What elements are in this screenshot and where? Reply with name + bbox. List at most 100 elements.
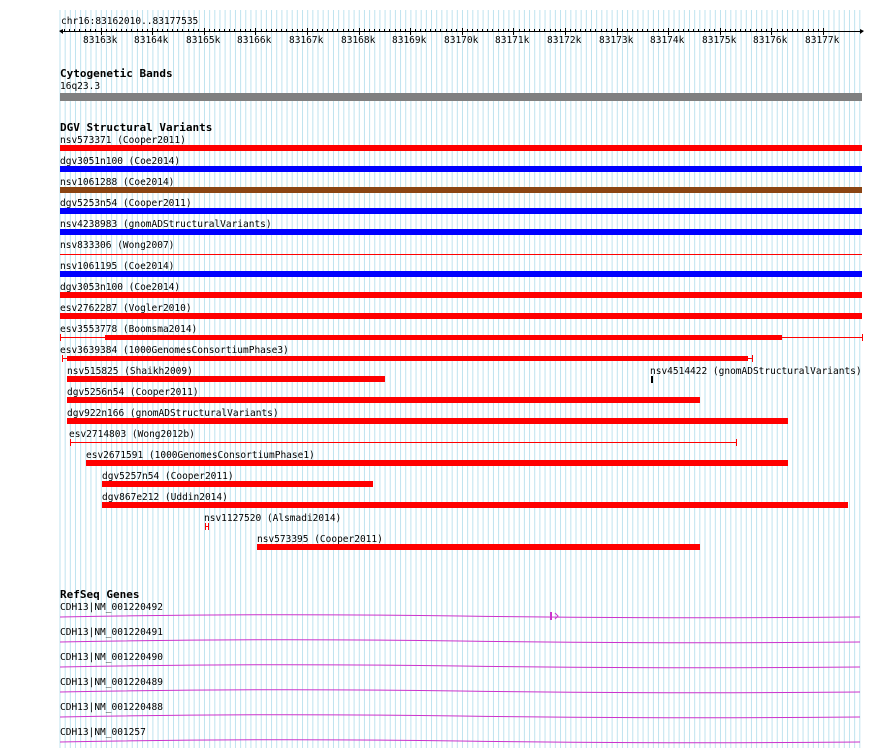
ruler-minor-tick bbox=[622, 29, 623, 32]
ruler-minor-tick bbox=[374, 29, 375, 32]
dgv-feature-label: nsv1127520 (Alsmadi2014) bbox=[204, 513, 342, 524]
dgv-feature-start-cap bbox=[70, 439, 71, 446]
ruler-minor-tick bbox=[286, 29, 287, 32]
ruler-minor-tick bbox=[69, 29, 70, 32]
ruler-minor-tick bbox=[209, 29, 210, 32]
ruler-right-arrow-icon bbox=[860, 29, 864, 34]
ruler-minor-tick bbox=[534, 29, 535, 32]
ruler-minor-tick bbox=[405, 29, 406, 32]
ruler-minor-tick bbox=[580, 29, 581, 32]
refseq-intron-line bbox=[59, 664, 861, 669]
strand-chevron-icon bbox=[554, 612, 559, 620]
dgv-feature-line bbox=[70, 442, 736, 443]
dgv-feature-label: nsv1061288 (Coe2014) bbox=[60, 177, 175, 188]
ruler-tick-label: 83172k bbox=[547, 35, 582, 46]
ruler-minor-tick bbox=[642, 29, 643, 32]
dgv-feature-end-cap bbox=[752, 355, 753, 362]
ruler-minor-tick bbox=[750, 29, 751, 32]
ruler-minor-tick bbox=[477, 29, 478, 32]
ruler-minor-tick bbox=[379, 29, 380, 32]
dgv-feature-line bbox=[60, 254, 862, 255]
ruler-minor-tick bbox=[245, 29, 246, 32]
dgv-feature-bar bbox=[60, 166, 862, 172]
ruler-minor-tick bbox=[519, 29, 520, 32]
ruler-minor-tick bbox=[761, 29, 762, 32]
ruler-major-tick bbox=[720, 28, 721, 35]
dgv-feature-label: dgv5256n54 (Cooper2011) bbox=[67, 387, 199, 398]
ruler-minor-tick bbox=[590, 29, 591, 32]
ruler-minor-tick bbox=[730, 29, 731, 32]
cytoband-16q23-3[interactable] bbox=[60, 93, 862, 101]
ruler-minor-tick bbox=[467, 29, 468, 32]
dgv-feature-label: dgv867e212 (Uddin2014) bbox=[102, 492, 228, 503]
ruler-minor-tick bbox=[792, 29, 793, 32]
ruler-minor-tick bbox=[725, 29, 726, 32]
ruler-left-arrow-icon bbox=[59, 29, 63, 34]
ruler-tick-label: 83163k bbox=[83, 35, 118, 46]
refseq-gene-label: CDH13|NM_001220491 bbox=[60, 627, 163, 638]
refseq-intron-line bbox=[59, 714, 861, 719]
dgv-feature-bar bbox=[86, 460, 788, 466]
ruler-minor-tick bbox=[756, 29, 757, 32]
ruler-tick-label: 83168k bbox=[341, 35, 376, 46]
ruler-tick-label: 83169k bbox=[392, 35, 427, 46]
ruler-minor-tick bbox=[415, 29, 416, 32]
dgv-feature-bar bbox=[257, 544, 700, 550]
ruler-tick-label: 83176k bbox=[753, 35, 788, 46]
ruler-minor-tick bbox=[147, 29, 148, 32]
ruler-major-tick bbox=[462, 28, 463, 35]
refseq-gene-label: CDH13|NM_001220488 bbox=[60, 702, 163, 713]
ruler-tick-label: 83174k bbox=[650, 35, 685, 46]
dgv-feature-bar bbox=[60, 187, 862, 193]
ruler-minor-tick bbox=[658, 29, 659, 32]
dgv-feature-label: nsv4514422 (gnomADStructuralVariants) bbox=[650, 366, 862, 377]
ruler-minor-tick bbox=[647, 29, 648, 32]
ruler-major-tick bbox=[255, 28, 256, 35]
dgv-feature-label: esv3553778 (Boomsma2014) bbox=[60, 324, 198, 335]
ruler-major-tick bbox=[101, 28, 102, 35]
ruler-minor-tick bbox=[487, 29, 488, 32]
dgv-feature-bar bbox=[60, 271, 862, 277]
dgv-feature-bar bbox=[67, 418, 788, 424]
ruler-minor-tick bbox=[74, 29, 75, 32]
track-title-refseq: RefSeq Genes bbox=[60, 588, 140, 601]
dgv-feature-label: dgv922n166 (gnomADStructuralVariants) bbox=[67, 408, 279, 419]
dgv-feature-bar bbox=[60, 292, 862, 298]
refseq-gene-label: CDH13|NM_001257 bbox=[60, 727, 146, 738]
ruler-major-tick bbox=[771, 28, 772, 35]
ruler-minor-tick bbox=[766, 29, 767, 32]
ruler-minor-tick bbox=[813, 29, 814, 32]
dgv-feature-end-cap bbox=[736, 439, 737, 446]
dgv-feature-label: nsv573395 (Cooper2011) bbox=[257, 534, 383, 545]
refseq-gene-model bbox=[59, 664, 861, 669]
dgv-feature-end-cap bbox=[862, 334, 863, 341]
ruler-minor-tick bbox=[740, 29, 741, 32]
ruler-major-tick bbox=[565, 28, 566, 35]
refseq-gene-model bbox=[59, 739, 861, 744]
ruler-minor-tick bbox=[632, 29, 633, 32]
ruler-minor-tick bbox=[575, 29, 576, 32]
ruler-minor-tick bbox=[683, 29, 684, 32]
ruler-minor-tick bbox=[435, 29, 436, 32]
ruler-minor-tick bbox=[137, 29, 138, 32]
ruler-minor-tick bbox=[121, 29, 122, 32]
ruler-minor-tick bbox=[348, 29, 349, 32]
ruler-minor-tick bbox=[364, 29, 365, 32]
ruler-minor-tick bbox=[802, 29, 803, 32]
ruler-minor-tick bbox=[570, 29, 571, 32]
ruler-minor-tick bbox=[276, 29, 277, 32]
ruler-minor-tick bbox=[240, 29, 241, 32]
dgv-feature-point bbox=[651, 376, 653, 383]
dgv-feature-label: esv3639384 (1000GenomesConsortiumPhase3) bbox=[60, 345, 289, 356]
dgv-feature-line bbox=[205, 526, 209, 527]
track-title-cytobands: Cytogenetic Bands bbox=[60, 67, 173, 80]
ruler-minor-tick bbox=[698, 29, 699, 32]
refseq-gene-model bbox=[59, 689, 861, 694]
ruler-minor-tick bbox=[425, 29, 426, 32]
ruler-minor-tick bbox=[440, 29, 441, 32]
ruler[interactable]: 83163k 83164k 83165k 83166k 83167k 83168k 8316… bbox=[59, 28, 864, 50]
ruler-minor-tick bbox=[177, 29, 178, 32]
dgv-feature-bar bbox=[60, 208, 862, 214]
ruler-minor-tick bbox=[343, 29, 344, 32]
ruler-minor-tick bbox=[322, 29, 323, 32]
